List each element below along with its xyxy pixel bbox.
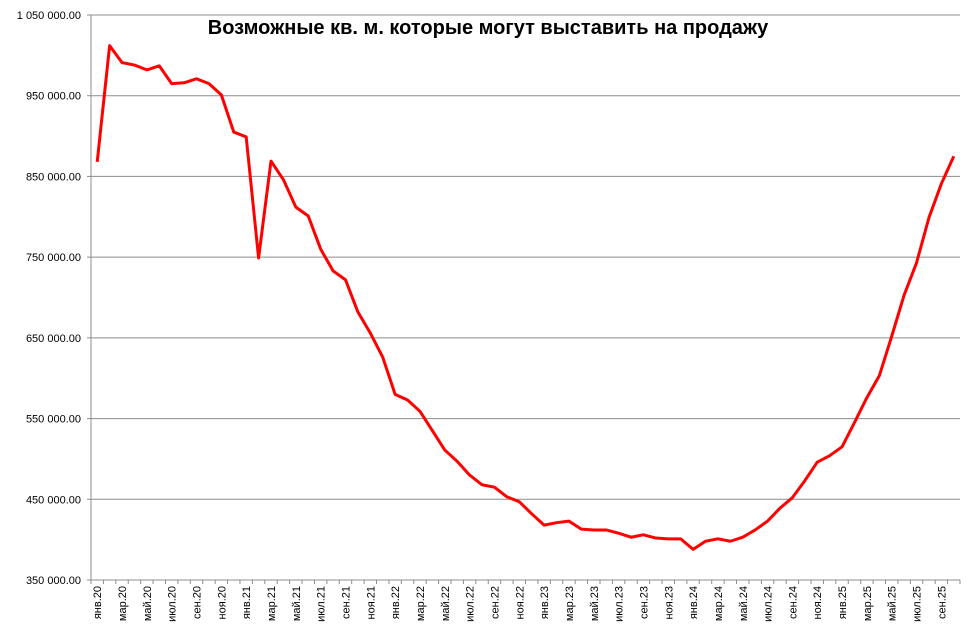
x-tick-label: мар.22 [415, 586, 427, 621]
x-tick-label: ноя.20 [216, 586, 228, 619]
x-tick-label: май.23 [589, 586, 601, 621]
x-tick-label: янв.25 [837, 586, 849, 619]
x-tick-label: мар.23 [564, 586, 576, 621]
x-tick-label: ноя.24 [812, 586, 824, 619]
y-tick-label: 350 000.00 [26, 575, 81, 587]
x-tick-label: июл.24 [763, 586, 775, 622]
x-tick-label: ноя.22 [514, 586, 526, 619]
chart-title: Возможные кв. м. которые могут выставить… [208, 17, 769, 39]
data-line [95, 44, 956, 551]
x-tick-label: май.21 [291, 586, 303, 621]
y-tick-label: 950 000.00 [26, 91, 81, 103]
y-tick-label: 850 000.00 [26, 171, 81, 183]
y-tick-label: 550 000.00 [26, 414, 81, 426]
x-tick-label: май.24 [738, 586, 750, 621]
x-tick-label: май.20 [142, 586, 154, 621]
x-tick-label: мар.21 [266, 586, 278, 621]
x-tick-label: июл.20 [167, 586, 179, 622]
y-tick-label: 450 000.00 [26, 494, 81, 506]
x-tick-label: июл.25 [912, 586, 924, 622]
x-tick-label: сен.24 [787, 586, 799, 619]
x-tick-label: май.25 [887, 586, 899, 621]
x-tick-label: янв.20 [92, 586, 104, 619]
y-tick-label: 650 000.00 [26, 333, 81, 345]
x-tick-label: янв.23 [539, 586, 551, 619]
x-tick-label: янв.21 [241, 586, 253, 619]
x-tick-label: мар.24 [713, 586, 725, 621]
x-tick-label: июл.21 [316, 586, 328, 622]
x-tick-label: мар.20 [117, 586, 129, 621]
x-tick-label: янв.22 [390, 586, 402, 619]
x-tick-label: сен.25 [936, 586, 948, 619]
x-tick-label: янв.24 [688, 586, 700, 619]
x-tick-label: май.22 [440, 586, 452, 621]
x-tick-label: ноя.21 [365, 586, 377, 619]
x-tick-label: сен.21 [340, 586, 352, 619]
x-tick-label: июл.22 [465, 586, 477, 622]
x-tick-label: июл.23 [614, 586, 626, 622]
x-tick-label: сен.20 [192, 586, 204, 619]
x-tick-label: сен.23 [638, 586, 650, 619]
y-tick-label: 750 000.00 [26, 252, 81, 264]
x-tick-label: мар.25 [862, 586, 874, 621]
x-tick-label: сен.22 [489, 586, 501, 619]
y-tick-label: 1 050 000.00 [17, 10, 81, 22]
x-tick-label: ноя.23 [663, 586, 675, 619]
